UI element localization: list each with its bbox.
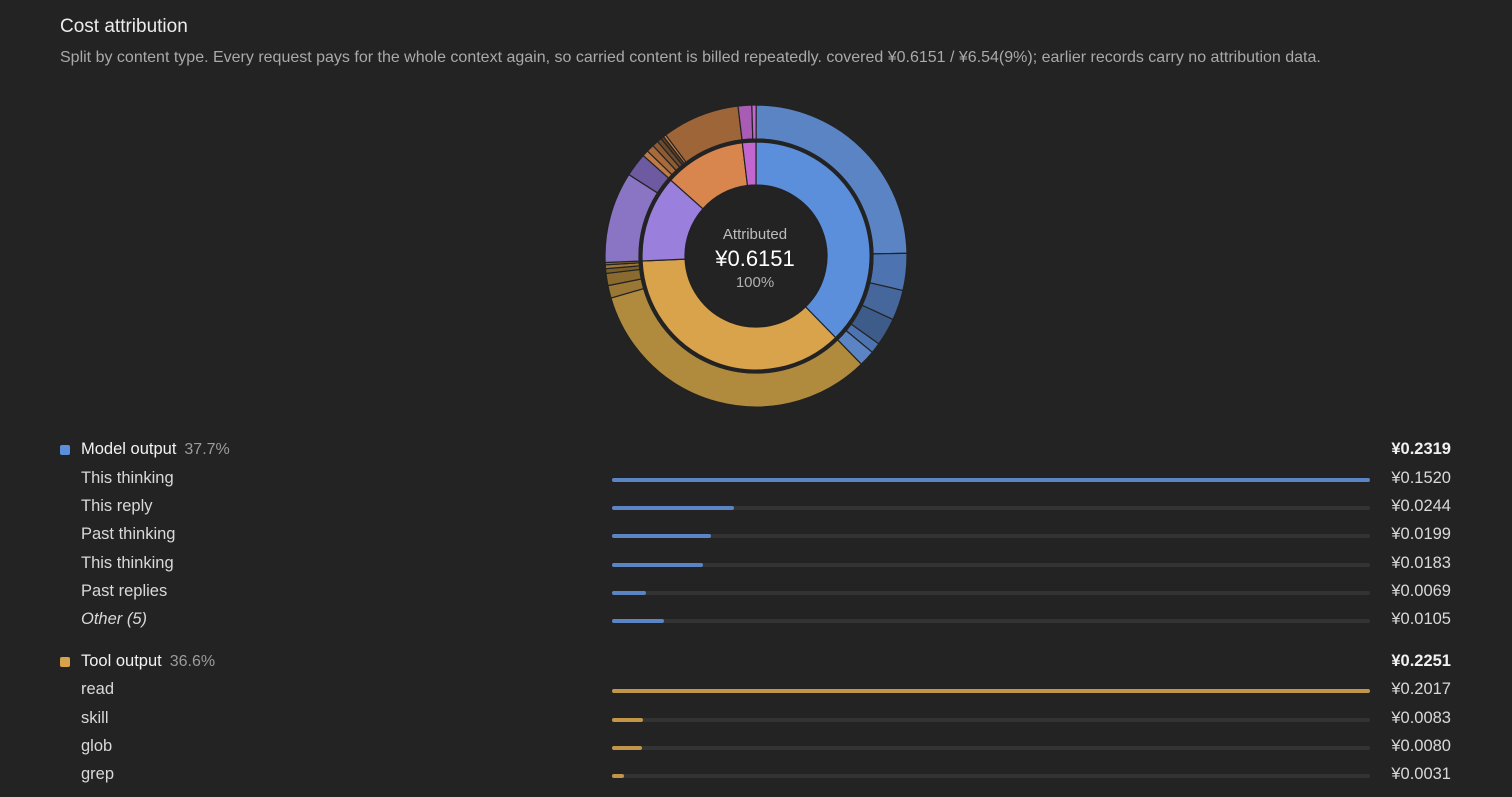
row-label: Past thinking — [81, 525, 176, 543]
row-value: ¥0.0199 — [1391, 525, 1451, 543]
cost-row[interactable]: This reply ¥0.0244 — [60, 497, 1451, 519]
inner-segment[interactable] — [741, 141, 757, 187]
group-total: ¥0.2319 — [1391, 440, 1451, 458]
cost-sunburst-chart — [604, 104, 908, 408]
row-bar-fill — [612, 478, 1370, 482]
row-bar-fill — [612, 563, 704, 567]
row-bar-fill — [612, 746, 643, 750]
row-label: Past replies — [81, 582, 168, 600]
group-percent: 36.6% — [169, 653, 216, 670]
row-bar-fill — [612, 774, 624, 778]
cost-row[interactable]: glob ¥0.0080 — [60, 737, 1451, 759]
cost-row[interactable]: Past thinking ¥0.0199 — [60, 525, 1451, 547]
group-name: Model output — [81, 440, 177, 458]
row-label: This thinking — [81, 554, 174, 572]
tool-output-swatch — [60, 657, 70, 667]
row-value: ¥0.2017 — [1391, 680, 1451, 698]
row-bar-fill — [612, 534, 712, 538]
row-value: ¥0.0083 — [1391, 709, 1451, 727]
row-label: glob — [81, 737, 113, 755]
row-label: This reply — [81, 497, 153, 515]
cost-row[interactable]: This thinking ¥0.1520 — [60, 469, 1451, 491]
cost-row[interactable]: skill ¥0.0083 — [60, 709, 1451, 731]
row-value: ¥0.0183 — [1391, 554, 1451, 572]
row-bar-fill — [612, 689, 1370, 693]
row-bar-track — [612, 689, 1370, 693]
row-bar-fill — [612, 619, 665, 623]
page-title: Cost attribution — [60, 16, 188, 37]
donut-hole — [686, 186, 826, 326]
row-label: grep — [81, 765, 115, 783]
donut-center: Attributed ¥0.6151 100% — [705, 226, 805, 291]
model-output-swatch — [60, 445, 70, 455]
cost-row[interactable]: This thinking ¥0.0183 — [60, 554, 1451, 576]
row-bar-track — [612, 774, 1370, 778]
center-value: ¥0.6151 — [715, 246, 795, 271]
group-tool-output[interactable]: Tool output 36.6% ¥0.2251 — [60, 650, 1451, 674]
row-bar-track — [612, 563, 1370, 567]
group-label: Model output 37.7% — [81, 440, 230, 459]
row-label: read — [81, 680, 115, 698]
row-value: ¥0.0080 — [1391, 737, 1451, 755]
row-label: skill — [81, 709, 109, 727]
cost-row-other[interactable]: Other (5) ¥0.0105 — [60, 610, 1451, 632]
page-subtitle: Split by content type. Every request pay… — [60, 49, 1321, 66]
row-value: ¥0.0244 — [1391, 497, 1451, 515]
center-label: Attributed — [722, 226, 788, 243]
row-bar-track — [612, 746, 1370, 750]
inner-segment[interactable] — [641, 258, 837, 371]
row-label: Other (5) — [81, 610, 148, 628]
row-bar-fill — [612, 506, 734, 510]
center-percent: 100% — [735, 274, 775, 291]
row-bar-fill — [612, 591, 647, 595]
group-model-output[interactable]: Model output 37.7% ¥0.2319 — [60, 438, 1451, 462]
group-name: Tool output — [81, 652, 162, 670]
row-bar-fill — [612, 718, 644, 722]
row-value: ¥0.0031 — [1391, 765, 1451, 783]
row-bar-track — [612, 534, 1370, 538]
ring-separator — [638, 138, 874, 374]
row-bar-track — [612, 619, 1370, 623]
row-bar-track — [612, 478, 1370, 482]
cost-row[interactable]: read ¥0.2017 — [60, 680, 1451, 702]
group-percent: 37.7% — [184, 441, 230, 458]
row-bar-track — [612, 591, 1370, 595]
row-bar-track — [612, 506, 1370, 510]
row-bar-track — [612, 718, 1370, 722]
cost-row[interactable]: Past replies ¥0.0069 — [60, 582, 1451, 604]
row-value: ¥0.0105 — [1391, 610, 1451, 628]
inner-segment[interactable] — [755, 141, 871, 339]
group-total: ¥0.2251 — [1391, 652, 1451, 670]
row-label: This thinking — [81, 469, 174, 487]
group-label: Tool output 36.6% — [81, 652, 215, 671]
outer-segment[interactable] — [751, 104, 757, 140]
cost-row[interactable]: grep ¥0.0031 — [60, 765, 1451, 787]
row-value: ¥0.0069 — [1391, 582, 1451, 600]
row-value: ¥0.1520 — [1391, 469, 1451, 487]
